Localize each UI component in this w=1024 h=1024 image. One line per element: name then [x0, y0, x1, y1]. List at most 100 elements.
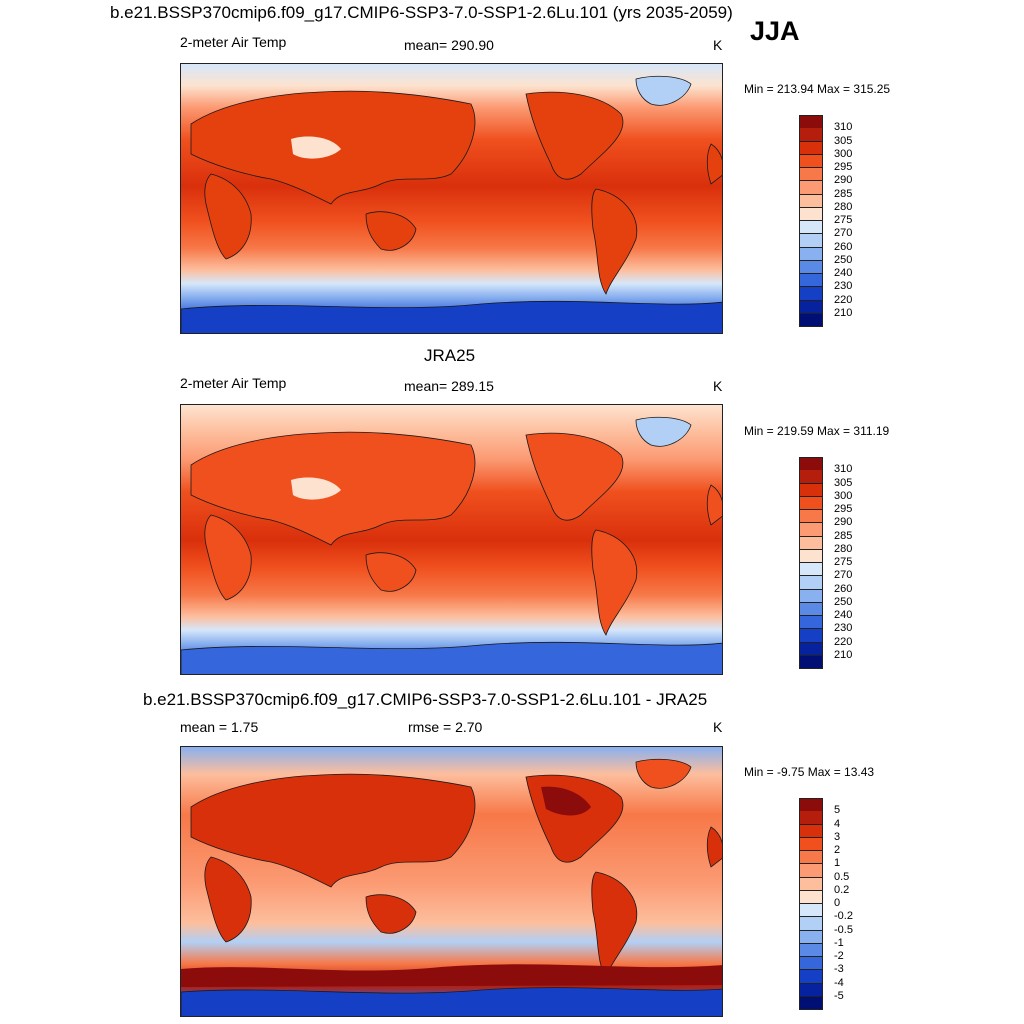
- colorbar-swatch: [799, 536, 823, 550]
- colorbar-swatch: [799, 930, 823, 944]
- colorbar-tick-label: 275: [834, 556, 853, 568]
- colorbar-swatch: [799, 655, 823, 669]
- colorbar-tick-label: 305: [834, 476, 853, 489]
- colorbar-swatch: [799, 260, 823, 274]
- colorbar-swatch: [799, 824, 823, 838]
- colorbar-swatch: [799, 629, 823, 643]
- colorbar-swatch: [799, 141, 823, 155]
- colorbar-tick-label: 5: [834, 804, 841, 817]
- colorbar-swatch: [799, 576, 823, 590]
- colorbar-swatch: [799, 496, 823, 510]
- colorbar-tick-label: 230: [834, 622, 853, 635]
- colorbar-swatch: [799, 274, 823, 288]
- colorbar-swatch: [799, 970, 823, 984]
- colorbar-tick-label: 300: [834, 147, 853, 160]
- colorbar-tick-label: 295: [834, 161, 853, 173]
- colorbar-swatch: [799, 851, 823, 865]
- colorbar-tick-label: -4: [834, 976, 844, 989]
- colorbar-tick-label: 280: [834, 200, 853, 213]
- colorbar-tick-label: 3: [834, 830, 841, 843]
- colorbar-swatch: [799, 457, 823, 472]
- colorbar-swatch: [799, 234, 823, 248]
- colorbar-tick-label: 260: [834, 582, 853, 595]
- colorbar-swatch: [799, 300, 823, 314]
- colorbar-swatch: [799, 287, 823, 301]
- colorbar-swatch: [799, 642, 823, 656]
- colorbar-swatch: [799, 589, 823, 603]
- colorbar-swatch: [799, 128, 823, 142]
- colorbar-swatch: [799, 523, 823, 537]
- panel1-units-label: K: [713, 37, 723, 53]
- panel2-units-label: K: [713, 378, 723, 394]
- colorbar-swatch: [799, 549, 823, 563]
- panel1-minmax: Min = 213.94 Max = 315.25: [744, 82, 891, 96]
- colorbar-tick-label: 0: [834, 897, 841, 909]
- colorbar-tick-label: 295: [834, 503, 853, 515]
- colorbar-swatch: [799, 837, 823, 851]
- panel2-map-field: [181, 405, 722, 674]
- colorbar-tick-label: 240: [834, 609, 853, 621]
- colorbar-tick-label: -0.2: [834, 910, 853, 923]
- colorbar-tick-label: 290: [834, 174, 853, 187]
- colorbar-swatch: [799, 483, 823, 497]
- colorbar-tick-label: 310: [834, 463, 853, 476]
- colorbar-swatch: [799, 917, 823, 931]
- colorbar-tick-label: 260: [834, 240, 853, 253]
- panel3-units-label: K: [713, 719, 723, 735]
- colorbar-tick-label: 270: [834, 569, 853, 582]
- colorbar-tick-label: 250: [834, 595, 853, 608]
- panel1-map: [180, 63, 723, 334]
- colorbar-swatch: [799, 877, 823, 891]
- colorbar-swatch: [799, 221, 823, 235]
- colorbar-tick-label: 270: [834, 227, 853, 240]
- panel3-title: b.e21.BSSP370cmip6.f09_g17.CMIP6-SSP3-7.…: [143, 690, 708, 709]
- colorbar-tick-label: 310: [834, 121, 853, 134]
- colorbar-tick-label: -2: [834, 950, 844, 962]
- panel2-map: [180, 404, 723, 675]
- panel3-colorbar: [799, 798, 823, 1010]
- colorbar-tick-label: 4: [834, 817, 841, 830]
- colorbar-swatch: [799, 115, 823, 130]
- colorbar-tick-label: -1: [834, 936, 844, 949]
- colorbar-tick-label: 210: [834, 306, 853, 319]
- colorbar-swatch: [799, 470, 823, 484]
- colorbar-swatch: [799, 194, 823, 208]
- panel2-minmax: Min = 219.59 Max = 311.19: [744, 424, 890, 438]
- colorbar-swatch: [799, 510, 823, 524]
- panel2-variable-label: 2-meter Air Temp: [180, 375, 287, 391]
- colorbar-swatch: [799, 943, 823, 957]
- panel3-mean-label: mean = 1.75: [180, 719, 259, 735]
- colorbar-swatch: [799, 616, 823, 630]
- colorbar-tick-label: 290: [834, 516, 853, 529]
- colorbar-tick-label: 0.2: [834, 883, 850, 896]
- colorbar-swatch: [799, 996, 823, 1010]
- colorbar-tick-label: 250: [834, 253, 853, 266]
- panel3-continents: [190, 773, 722, 978]
- colorbar-swatch: [799, 154, 823, 168]
- colorbar-tick-label: 0.5: [834, 870, 850, 883]
- colorbar-swatch: [799, 890, 823, 904]
- panel2-colorbar: [799, 457, 823, 669]
- colorbar-swatch: [799, 798, 823, 813]
- colorbar-swatch: [799, 811, 823, 825]
- colorbar-tick-label: 240: [834, 267, 853, 279]
- colorbar-swatch: [799, 181, 823, 195]
- colorbar-swatch: [799, 207, 823, 221]
- colorbar-swatch: [799, 247, 823, 261]
- colorbar-tick-label: 1: [834, 857, 841, 870]
- colorbar-swatch: [799, 168, 823, 182]
- colorbar-tick-label: 300: [834, 489, 853, 502]
- colorbar-tick-label: 230: [834, 280, 853, 293]
- season-label: JJA: [750, 16, 800, 46]
- panel3-map-field: [181, 747, 722, 1016]
- panel1-variable-label: 2-meter Air Temp: [180, 34, 287, 50]
- colorbar-swatch: [799, 313, 823, 327]
- colorbar-swatch: [799, 602, 823, 616]
- colorbar-tick-label: 305: [834, 134, 853, 147]
- colorbar-tick-label: 220: [834, 293, 853, 306]
- panel1-colorbar: [799, 115, 823, 327]
- colorbar-tick-label: -5: [834, 989, 844, 1002]
- colorbar-tick-label: -0.5: [834, 923, 853, 936]
- colorbar-tick-label: 275: [834, 214, 853, 226]
- panel2-title: JRA25: [424, 346, 476, 365]
